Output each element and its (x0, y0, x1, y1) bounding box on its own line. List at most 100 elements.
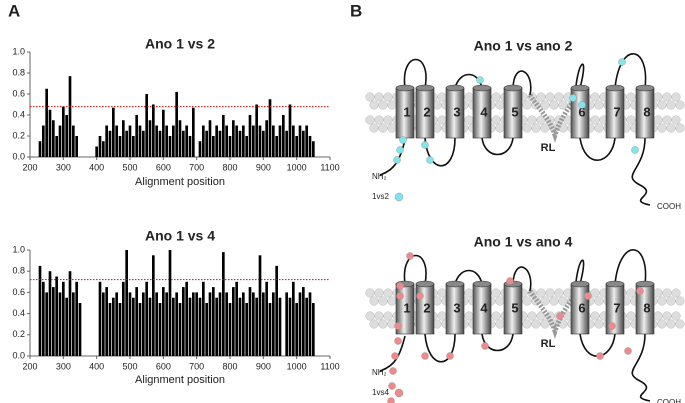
bar (38, 265, 42, 356)
lipid (365, 92, 375, 102)
x-tick-label: 1000 (287, 162, 307, 172)
x-tick-label: 500 (122, 361, 137, 371)
residue-dot (618, 58, 626, 66)
bar (155, 292, 158, 356)
lipid (657, 319, 667, 329)
lipid (527, 115, 537, 125)
residue-dot (406, 252, 414, 260)
bar (302, 287, 305, 356)
helix-cap (635, 280, 655, 288)
bar (165, 292, 168, 356)
bar (138, 303, 142, 356)
bar (138, 125, 142, 157)
x-tick-label: 700 (189, 361, 204, 371)
bar (105, 125, 108, 157)
lipid (626, 288, 636, 298)
residue-dot (394, 337, 402, 345)
bar (125, 130, 128, 157)
bar (222, 115, 225, 157)
lipid (590, 311, 600, 321)
x-tick-label: 200 (22, 361, 37, 371)
bar (42, 125, 45, 157)
lipid (437, 311, 447, 321)
lipid (369, 100, 379, 110)
bar (198, 141, 202, 157)
helix-cap (503, 84, 523, 92)
lipid (522, 100, 532, 110)
legend-label: 1vs2 (372, 192, 389, 201)
bar (245, 303, 248, 356)
residue-dot (421, 352, 429, 360)
bar (312, 303, 315, 356)
bar (225, 292, 228, 356)
topology-diagram: Ano 1 vs ano 4 1 2 3 4 5 6 7 8 RL NH₂ COOH 1vs4 (365, 234, 685, 403)
re-entrant-loop (527, 93, 577, 143)
bar (232, 120, 235, 157)
lipid (590, 288, 600, 298)
bar (58, 292, 62, 356)
bar (298, 292, 302, 356)
residue-dot (426, 156, 434, 164)
lipid (383, 92, 393, 102)
lipid (387, 296, 397, 306)
bar (48, 271, 52, 356)
bar (158, 130, 162, 157)
lipid (378, 123, 388, 133)
lipid (536, 288, 546, 298)
lipid (378, 296, 388, 306)
lipid (369, 123, 379, 133)
bar (292, 125, 295, 157)
bar (262, 130, 265, 157)
bar (248, 115, 252, 157)
lipid (387, 100, 397, 110)
lipid (662, 311, 672, 321)
x-tick-label: 600 (156, 361, 171, 371)
bar (175, 91, 178, 157)
y-tick-label: 0.4 (12, 109, 25, 119)
helix-label: 8 (643, 300, 650, 315)
chart-title: Ano 1 vs 2 (145, 36, 215, 52)
bar (225, 125, 228, 157)
lipid (522, 319, 532, 329)
residue-dot (446, 352, 454, 360)
bar (62, 281, 65, 356)
lipid (590, 115, 600, 125)
helix-label: 7 (613, 300, 620, 315)
residue-dot (481, 342, 489, 350)
lipid (671, 92, 681, 102)
bar (128, 125, 132, 157)
bar (118, 303, 122, 356)
helix-label: 1 (403, 104, 410, 119)
lipid (365, 288, 375, 298)
bar (192, 107, 195, 157)
helix-label: 8 (643, 104, 650, 119)
bar (118, 136, 122, 157)
bar (272, 125, 275, 157)
bar (168, 136, 172, 157)
bar (38, 141, 42, 157)
bar (135, 115, 138, 157)
y-tick-label: 1.0 (12, 244, 25, 254)
x-tick-label: 500 (122, 162, 137, 172)
lipid (491, 115, 501, 125)
x-tick-label: 1100 (320, 361, 339, 371)
bar (268, 99, 272, 157)
lipid (558, 296, 568, 306)
lipid (671, 115, 681, 125)
lipid (657, 100, 667, 110)
bar (142, 130, 145, 157)
helix-label: 1 (403, 300, 410, 315)
bar (238, 130, 242, 157)
lipid (531, 319, 541, 329)
bar (295, 303, 298, 356)
bar (208, 292, 212, 356)
bar (105, 287, 108, 356)
bar (208, 120, 212, 157)
bar (288, 297, 292, 356)
lipid (594, 123, 604, 133)
lipid (666, 123, 676, 133)
lipid (653, 311, 663, 321)
bar (152, 104, 155, 157)
bar (112, 297, 115, 356)
y-tick-label: 0.6 (12, 88, 25, 98)
